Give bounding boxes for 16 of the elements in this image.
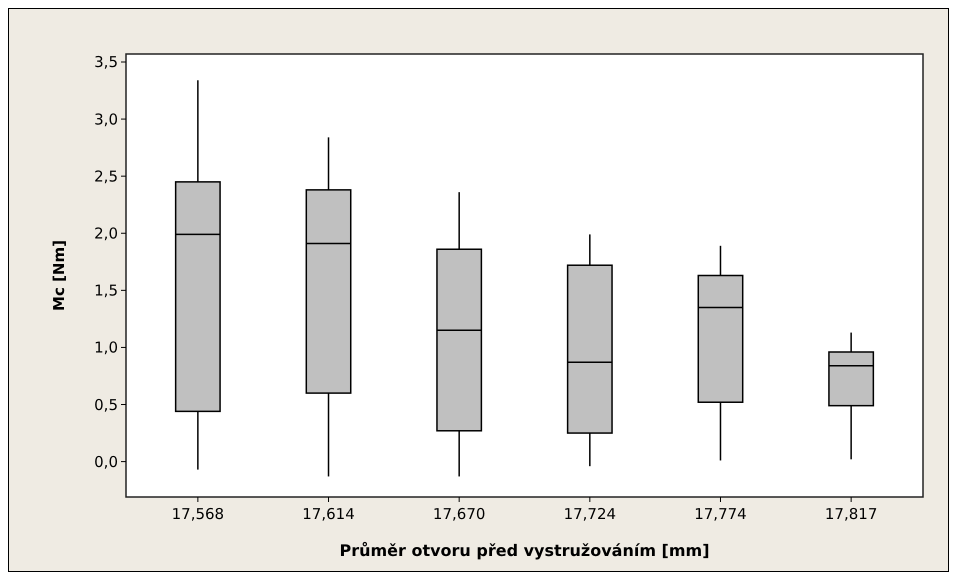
y-tick-label: 2,5 <box>94 167 118 186</box>
y-tick-label: 1,5 <box>94 282 118 300</box>
y-tick-label: 3,5 <box>94 53 118 72</box>
y-tick-label: 3,0 <box>94 110 118 128</box>
y-axis-title: Mc [Nm] <box>50 240 68 311</box>
x-tick-label: 17,614 <box>302 505 355 523</box>
x-tick-label: 17,817 <box>824 505 878 523</box>
x-tick-label: 17,724 <box>564 505 616 523</box>
y-tick-label: 2,0 <box>94 224 118 243</box>
y-tick-label: 1,0 <box>94 338 118 357</box>
x-tick-label: 17,670 <box>432 505 486 523</box>
x-axis-title: Průměr otvoru před vystružováním [mm] <box>339 541 710 560</box>
x-tick-label: 17,774 <box>694 505 747 523</box>
y-tick-label: 0,0 <box>94 452 118 471</box>
x-tick-label: 17,568 <box>172 505 224 523</box>
y-tick-label: 0,5 <box>94 396 118 414</box>
